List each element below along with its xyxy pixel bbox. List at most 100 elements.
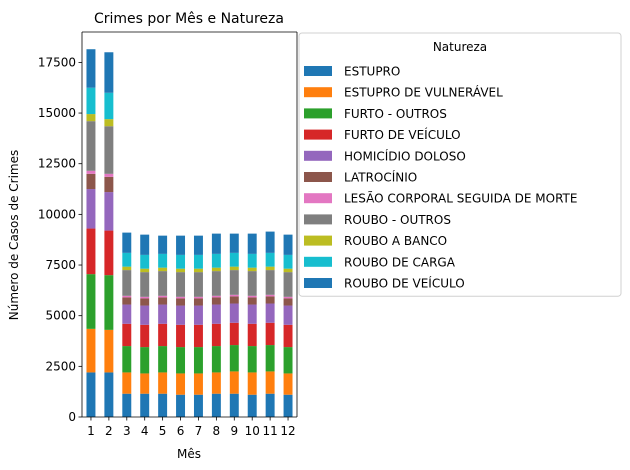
bar-segment xyxy=(122,393,132,417)
legend-swatch xyxy=(304,87,332,98)
bar-segment xyxy=(140,393,150,417)
bar-segment xyxy=(176,394,186,417)
bar-segment xyxy=(265,371,275,394)
bar-segment xyxy=(122,372,132,394)
legend-label: LATROCÍNIO xyxy=(344,170,417,185)
bar-segment xyxy=(265,252,275,267)
y-tick-label: 7500 xyxy=(45,258,76,272)
legend-swatch xyxy=(304,193,332,204)
x-tick-label: 11 xyxy=(262,424,277,438)
bar-segment xyxy=(122,232,132,253)
x-tick-label: 5 xyxy=(159,424,167,438)
bar-segment xyxy=(104,372,114,417)
bar-segment xyxy=(86,274,96,329)
bar-segment xyxy=(158,393,168,417)
bar-segment xyxy=(211,393,221,417)
bar-segment xyxy=(247,372,257,395)
legend-swatch xyxy=(304,214,332,225)
bar-segment xyxy=(283,272,293,297)
legend-label: ROUBO DE CARGA xyxy=(344,255,456,269)
bar-segment xyxy=(265,393,275,417)
bar-segment xyxy=(193,235,203,255)
legend-label: FURTO DE VEÍCULO xyxy=(344,127,461,142)
legend-swatch xyxy=(304,150,332,161)
bar-segment xyxy=(229,322,239,346)
bar-segment xyxy=(104,192,114,231)
bar-segment xyxy=(211,267,221,272)
bar-segment xyxy=(176,254,186,269)
bar-segment xyxy=(122,270,132,296)
bar-segment xyxy=(211,253,221,268)
bar-segment xyxy=(283,296,293,299)
bar-segment xyxy=(211,297,221,305)
bar-segment xyxy=(140,298,150,306)
bar-segment xyxy=(211,304,221,324)
bar-segment xyxy=(193,347,203,374)
bar-segment xyxy=(211,233,221,254)
bar-segment xyxy=(193,324,203,348)
bar-segment xyxy=(283,324,293,348)
bar-segment xyxy=(158,297,168,305)
x-tick-label: 1 xyxy=(87,424,95,438)
bar-segment xyxy=(140,296,150,299)
bar-segment xyxy=(86,87,96,115)
bar-segment xyxy=(122,252,132,267)
bar-segment xyxy=(140,268,150,273)
bar-segment xyxy=(176,296,186,299)
bar-segment xyxy=(283,254,293,269)
bar-segment xyxy=(176,298,186,306)
legend-label: ROUBO A BANCO xyxy=(344,234,447,248)
bar-segment xyxy=(86,372,96,417)
bar-segment xyxy=(283,268,293,273)
x-tick-label: 6 xyxy=(177,424,185,438)
bar-segment xyxy=(86,189,96,229)
bar-segment xyxy=(86,121,96,171)
bar-segment xyxy=(229,345,239,372)
bar-segment xyxy=(247,295,257,298)
bar-segment xyxy=(193,296,203,299)
bar-segment xyxy=(86,170,96,174)
bar-segment xyxy=(158,372,168,394)
bar-segment xyxy=(247,267,257,272)
bar-segment xyxy=(86,114,96,122)
x-tick-label: 4 xyxy=(141,424,149,438)
bar-segment xyxy=(211,323,221,347)
bar-segment xyxy=(122,323,132,347)
bar-segment xyxy=(229,294,239,297)
bar-segment xyxy=(158,271,168,296)
legend-label: LESÃO CORPORAL SEGUIDA DE MORTE xyxy=(344,191,577,206)
bars-group xyxy=(86,49,293,417)
legend-label: FURTO - OUTROS xyxy=(344,107,447,121)
bar-segment xyxy=(283,373,293,395)
legend-label: HOMICÍDIO DOLOSO xyxy=(344,148,466,163)
bar-segment xyxy=(140,272,150,297)
x-tick-label: 9 xyxy=(230,424,238,438)
bar-segment xyxy=(283,305,293,325)
bar-segment xyxy=(211,295,221,298)
bar-segment xyxy=(176,235,186,255)
bar-segment xyxy=(247,271,257,296)
bar-segment xyxy=(265,322,275,346)
bar-segment xyxy=(193,305,203,325)
bar-segment xyxy=(140,324,150,348)
bar-segment xyxy=(104,275,114,330)
bar-segment xyxy=(265,296,275,304)
bar-segment xyxy=(104,52,114,93)
bar-segment xyxy=(247,297,257,305)
bar-segment xyxy=(104,126,114,174)
bar-segment xyxy=(193,272,203,297)
bar-segment xyxy=(229,270,239,295)
legend-swatch xyxy=(304,256,332,267)
bar-segment xyxy=(193,268,203,273)
bar-segment xyxy=(176,268,186,273)
legend: Natureza ESTUPRO ESTUPRO DE VULNERÁVEL FURT… xyxy=(298,32,622,297)
bar-segment xyxy=(283,394,293,417)
y-tick-label: 15000 xyxy=(38,106,76,120)
bar-segment xyxy=(176,305,186,325)
legend-title: Natureza xyxy=(433,40,487,54)
bar-segment xyxy=(265,303,275,323)
bar-segment xyxy=(193,254,203,269)
bar-segment xyxy=(229,266,239,271)
bar-segment xyxy=(229,371,239,394)
